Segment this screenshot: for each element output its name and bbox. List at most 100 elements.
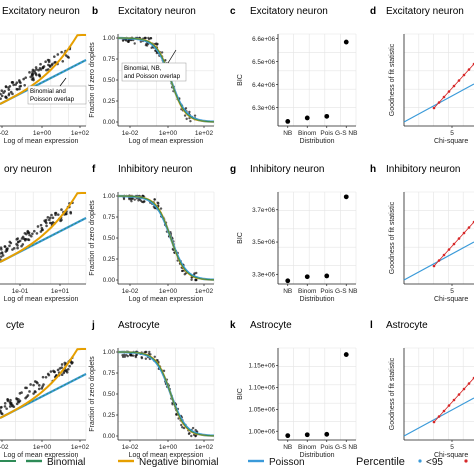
data-point	[183, 114, 187, 117]
data-point	[47, 63, 50, 67]
annotation-line: Binomial and	[30, 88, 66, 95]
data-point	[56, 53, 60, 56]
y-tick-label: 1.00	[103, 35, 116, 42]
data-point	[18, 399, 22, 403]
data-point	[51, 221, 55, 224]
gof-point-high	[462, 387, 466, 391]
annotation-box	[121, 62, 187, 82]
data-point	[16, 237, 20, 240]
data-point	[193, 272, 196, 275]
data-point	[15, 242, 18, 246]
data-point	[35, 73, 38, 77]
data-point	[60, 373, 64, 376]
data-point	[31, 76, 35, 79]
data-point	[64, 212, 68, 216]
data-point	[45, 221, 48, 225]
panel-e-x-tick-label: 1e+01	[51, 288, 70, 295]
legend-percentile-swatch-high	[464, 459, 468, 463]
data-point	[133, 198, 136, 201]
data-point	[191, 426, 195, 430]
data-point	[188, 431, 191, 435]
y-axis-label: BIC	[237, 388, 244, 400]
y-tick-label: 0.75	[103, 214, 116, 221]
data-point	[44, 218, 48, 222]
data-point	[0, 89, 4, 93]
gof-point-high	[442, 409, 446, 413]
panel-title: Excitatory neuron	[2, 6, 80, 17]
x-tick-label: G-S NB	[335, 130, 357, 137]
data-point	[141, 194, 144, 198]
data-point	[153, 206, 156, 210]
data-point	[30, 234, 33, 238]
y-tick-label: 3.5e+06	[252, 239, 275, 246]
data-point	[15, 402, 19, 406]
data-point	[0, 412, 3, 415]
panel-letter: j	[91, 320, 95, 331]
series-negbin-line	[0, 348, 86, 419]
data-point	[133, 42, 136, 45]
data-point	[194, 278, 197, 282]
data-point	[164, 59, 167, 62]
data-point	[155, 51, 159, 55]
data-point	[131, 197, 134, 200]
data-point	[3, 245, 7, 248]
x-tick-label: 5	[450, 130, 454, 137]
data-point	[123, 353, 126, 357]
gof-point-high	[452, 84, 456, 88]
y-axis-label: Fraction of zero droplets	[89, 42, 96, 118]
y-tick-label: 0.50	[103, 77, 116, 84]
gof-point-high	[457, 79, 461, 82]
data-point	[53, 55, 56, 58]
data-point	[49, 370, 53, 373]
data-point	[50, 213, 53, 217]
panel-g: g Inhibitory neuron 3.3e+06 3.5e+06 3.7e+06 N…	[230, 164, 357, 303]
legend-percentile-title: Percentile	[356, 456, 405, 468]
data-point	[23, 83, 26, 87]
bic-point	[304, 432, 310, 438]
gof-point-high	[452, 398, 456, 402]
data-point	[155, 43, 159, 46]
data-point	[148, 350, 151, 354]
bic-point	[285, 119, 291, 124]
panel-a-x-tick-label: 1e+02	[71, 130, 90, 137]
data-point	[44, 375, 48, 379]
x-axis-label: Distribution	[299, 452, 334, 459]
data-point	[28, 71, 31, 74]
panel-i-x-tick-label: 1e+00	[33, 444, 52, 451]
gof-point-high	[432, 106, 436, 110]
gof-point-high	[437, 415, 441, 418]
data-point	[52, 369, 55, 373]
data-point	[54, 213, 57, 217]
data-point	[153, 198, 156, 201]
data-point	[28, 233, 31, 237]
data-point	[35, 68, 38, 71]
data-point	[32, 383, 35, 387]
data-point	[16, 246, 19, 250]
data-point	[21, 243, 25, 246]
y-tick-label: 1.10e+06	[249, 385, 276, 392]
gof-point-high	[467, 382, 471, 385]
gof-point-high	[462, 231, 466, 235]
annotation-text: Binomial, NB, and Poisson overlap	[124, 65, 181, 80]
bic-point	[304, 115, 310, 121]
gof-point-high	[467, 226, 471, 229]
data-point	[22, 237, 26, 241]
data-point	[42, 383, 45, 386]
y-axis-label: Fraction of zero droplets	[89, 356, 96, 432]
series-negbin-line	[117, 351, 214, 437]
data-point	[11, 404, 14, 408]
data-point	[26, 230, 29, 234]
y-tick-label: 0.75	[103, 56, 116, 63]
panel-title: Astrocyte	[250, 320, 292, 331]
data-point	[32, 78, 35, 82]
x-axis-label: Log of mean expression	[129, 452, 204, 459]
x-tick-label: 5	[450, 288, 454, 295]
y-tick-label: 1.00e+06	[249, 428, 276, 435]
data-point	[38, 66, 42, 70]
panel-b: b Excitatory neuron 0.00 0.25 0.50 0.75 1.00 1e…	[89, 6, 215, 145]
data-point	[33, 380, 37, 383]
data-point	[5, 407, 8, 410]
y-tick-label: 0.00	[103, 119, 116, 126]
x-axis-label: Log of mean expression	[4, 296, 79, 303]
